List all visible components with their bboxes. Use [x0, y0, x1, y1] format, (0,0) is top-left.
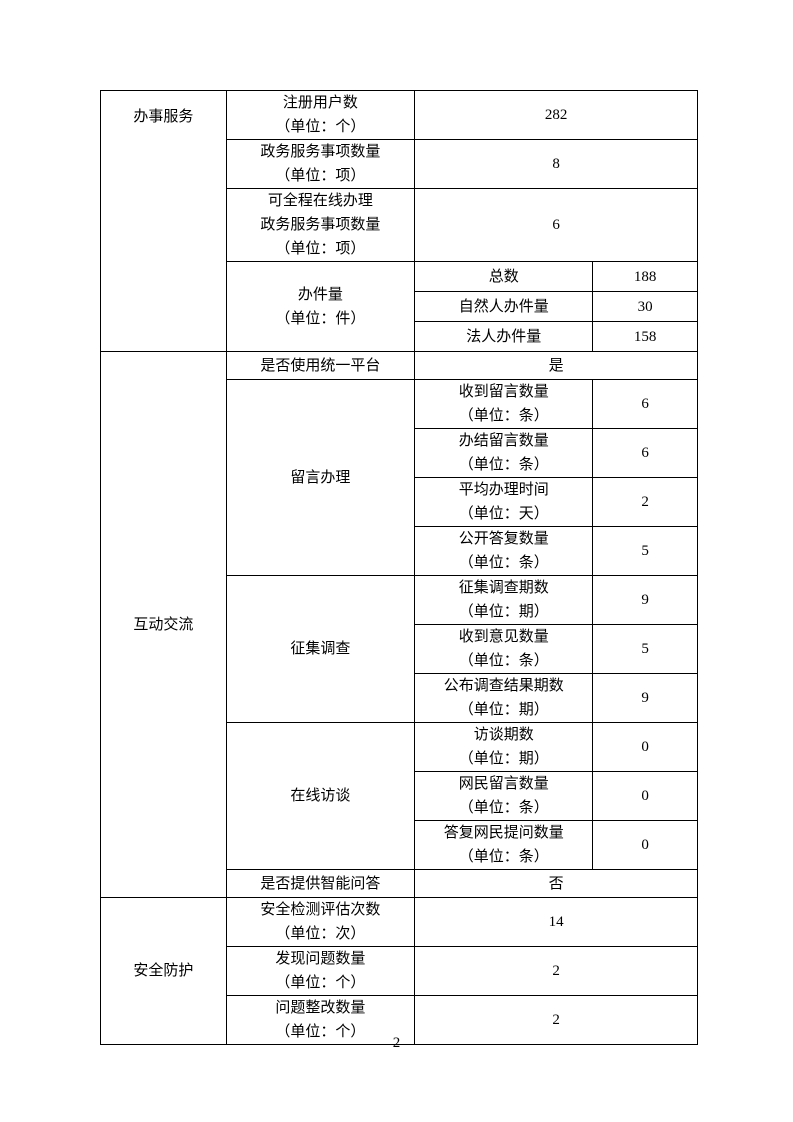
survey-opinions-label: 收到意见数量 （单位：条）	[415, 625, 593, 674]
label-line2: （单位：期）	[459, 604, 549, 620]
group-msg-label: 留言办理	[226, 380, 415, 576]
row-smart-value: 否	[415, 870, 698, 898]
cases-total-label: 总数	[415, 262, 593, 292]
row-platform-label: 是否使用统一平台	[226, 352, 415, 380]
cases-total-value: 188	[593, 262, 698, 292]
cases-natural-value: 30	[593, 292, 698, 322]
interview-periods-value: 0	[593, 723, 698, 772]
security-found-value: 2	[415, 947, 698, 996]
row-gov-items-value: 8	[415, 140, 698, 189]
label-line2: 政务服务事项数量	[260, 217, 380, 233]
group-interview-label: 在线访谈	[226, 723, 415, 870]
page-content: 办事服务 注册用户数 （单位：个） 282 政务服务事项数量 （单位：项） 8 …	[0, 0, 793, 1045]
label-line1: 收到留言数量	[459, 384, 549, 400]
row-platform-value: 是	[415, 352, 698, 380]
label-line2: （单位：期）	[459, 702, 549, 718]
interview-periods-label: 访谈期数 （单位：期）	[415, 723, 593, 772]
label-line2: （单位：期）	[459, 751, 549, 767]
row-online-full-label: 可全程在线办理 政务服务事项数量 （单位：项）	[226, 189, 415, 262]
interview-netmsg-label: 网民留言数量 （单位：条）	[415, 772, 593, 821]
row-gov-items-label: 政务服务事项数量 （单位：项）	[226, 140, 415, 189]
row-cases-label: 办件量 （单位：件）	[226, 262, 415, 352]
label-line2: （单位：天）	[459, 506, 549, 522]
msg-reply-label: 公开答复数量 （单位：条）	[415, 527, 593, 576]
interview-answer-value: 0	[593, 821, 698, 870]
label-line1: 注册用户数	[283, 95, 358, 111]
label-line3: （单位：项）	[275, 241, 365, 257]
msg-reply-value: 5	[593, 527, 698, 576]
label-line2: （单位：条）	[459, 457, 549, 473]
label-line2: （单位：件）	[275, 311, 365, 327]
label-line1: 问题整改数量	[275, 1000, 365, 1016]
msg-avg-value: 2	[593, 478, 698, 527]
label-line1: 办件量	[298, 287, 343, 303]
msg-done-label: 办结留言数量 （单位：条）	[415, 429, 593, 478]
report-table: 办事服务 注册用户数 （单位：个） 282 政务服务事项数量 （单位：项） 8 …	[100, 90, 698, 1045]
section-service-label: 办事服务	[101, 91, 227, 352]
security-found-label: 发现问题数量 （单位：个）	[226, 947, 415, 996]
label-line1: 安全检测评估次数	[260, 902, 380, 918]
label-line1: 公开答复数量	[459, 531, 549, 547]
label-line1: 公布调查结果期数	[444, 678, 564, 694]
label-line1: 办结留言数量	[459, 433, 549, 449]
interview-netmsg-value: 0	[593, 772, 698, 821]
survey-periods-value: 9	[593, 576, 698, 625]
label-line1: 发现问题数量	[275, 951, 365, 967]
page-number: 2	[0, 1035, 793, 1052]
msg-done-value: 6	[593, 429, 698, 478]
survey-publish-label: 公布调查结果期数 （单位：期）	[415, 674, 593, 723]
row-reg-users-value: 282	[415, 91, 698, 140]
label-line2: （单位：条）	[459, 555, 549, 571]
survey-publish-value: 9	[593, 674, 698, 723]
label-line2: （单位：个）	[275, 975, 365, 991]
group-survey-label: 征集调查	[226, 576, 415, 723]
label-line1: 收到意见数量	[459, 629, 549, 645]
msg-avg-label: 平均办理时间 （单位：天）	[415, 478, 593, 527]
cases-legal-label: 法人办件量	[415, 322, 593, 352]
section-security-label: 安全防护	[101, 898, 227, 1045]
label-line1: 平均办理时间	[459, 482, 549, 498]
interview-answer-label: 答复网民提问数量 （单位：条）	[415, 821, 593, 870]
label-line2: （单位：项）	[275, 168, 365, 184]
label-line1: 可全程在线办理	[268, 193, 373, 209]
msg-recv-label: 收到留言数量 （单位：条）	[415, 380, 593, 429]
label-line1: 征集调查期数	[459, 580, 549, 596]
security-check-value: 14	[415, 898, 698, 947]
section-interact-label: 互动交流	[101, 352, 227, 898]
label-line2: （单位：条）	[459, 800, 549, 816]
label-line2: （单位：个）	[275, 119, 365, 135]
row-online-full-value: 6	[415, 189, 698, 262]
cases-natural-label: 自然人办件量	[415, 292, 593, 322]
security-check-label: 安全检测评估次数 （单位：次）	[226, 898, 415, 947]
label-line1: 政务服务事项数量	[260, 144, 380, 160]
row-reg-users-label: 注册用户数 （单位：个）	[226, 91, 415, 140]
label-line1: 访谈期数	[474, 727, 534, 743]
survey-periods-label: 征集调查期数 （单位：期）	[415, 576, 593, 625]
label-line1: 答复网民提问数量	[444, 825, 564, 841]
label-line2: （单位：条）	[459, 408, 549, 424]
label-line2: （单位：条）	[459, 653, 549, 669]
msg-recv-value: 6	[593, 380, 698, 429]
label-line2: （单位：条）	[459, 849, 549, 865]
survey-opinions-value: 5	[593, 625, 698, 674]
label-line2: （单位：次）	[275, 926, 365, 942]
label-line1: 网民留言数量	[459, 776, 549, 792]
row-smart-label: 是否提供智能问答	[226, 870, 415, 898]
cases-legal-value: 158	[593, 322, 698, 352]
